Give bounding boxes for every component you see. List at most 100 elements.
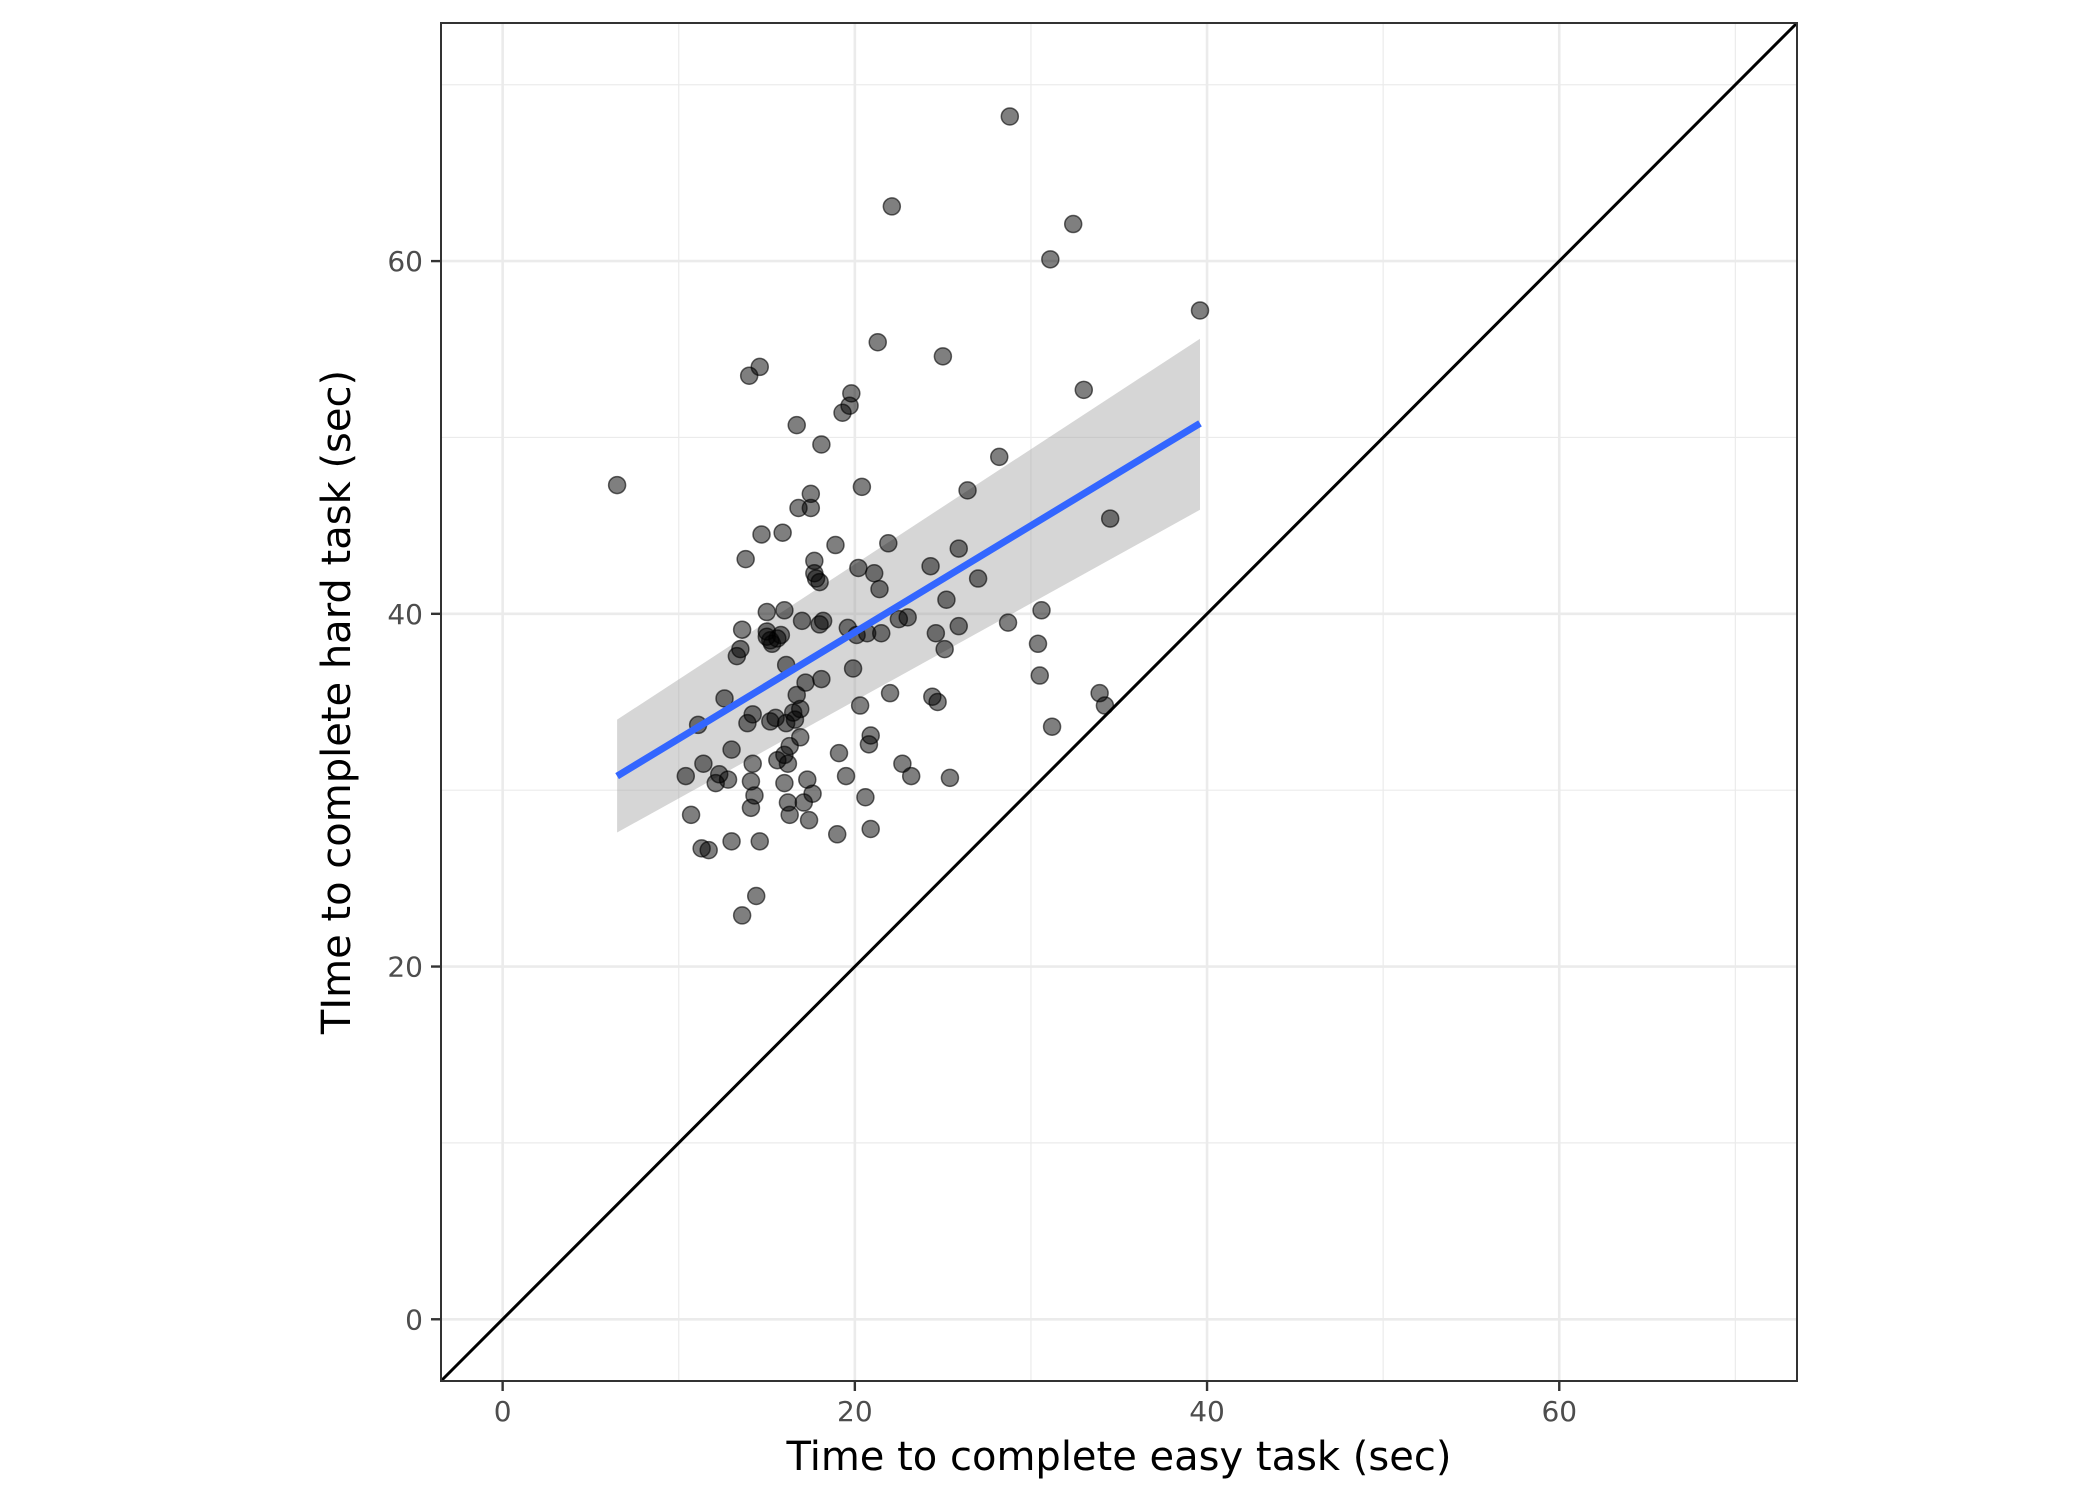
data-point xyxy=(826,535,845,555)
data-point xyxy=(836,766,856,786)
data-point xyxy=(796,673,815,692)
data-point xyxy=(780,805,799,825)
data-point xyxy=(843,659,863,678)
data-point xyxy=(1030,666,1050,685)
data-point xyxy=(879,534,898,553)
data-point xyxy=(715,689,734,708)
data-point xyxy=(928,692,947,712)
confidence-band-layer xyxy=(617,338,1201,833)
x-tick-label: 0 xyxy=(494,1395,512,1428)
data-point xyxy=(791,728,810,747)
data-point xyxy=(949,616,968,636)
data-point xyxy=(1032,601,1051,620)
major-gridlines xyxy=(441,23,1797,1381)
data-point xyxy=(732,620,752,639)
data-point xyxy=(699,840,718,860)
data-point xyxy=(812,435,831,454)
trend-line-layer xyxy=(615,420,1202,780)
data-point xyxy=(1095,696,1115,715)
data-point xyxy=(998,613,1018,632)
data-point xyxy=(732,906,752,925)
data-point xyxy=(607,475,627,495)
data-point xyxy=(872,623,891,643)
data-point xyxy=(1190,301,1210,320)
x-tick-label: 20 xyxy=(837,1395,873,1428)
data-point xyxy=(731,639,750,659)
data-point xyxy=(989,447,1009,467)
data-point xyxy=(750,832,769,851)
data-point xyxy=(1042,717,1062,736)
data-point xyxy=(792,611,812,631)
data-point xyxy=(1100,509,1120,528)
data-point xyxy=(1063,214,1083,234)
data-point xyxy=(940,768,960,788)
data-point xyxy=(750,357,769,377)
y-axis-ticks: 0 20 40 60 xyxy=(387,245,441,1336)
data-point xyxy=(694,754,713,773)
data-point xyxy=(752,525,771,544)
data-point xyxy=(827,825,847,844)
data-point xyxy=(743,705,762,724)
data-point xyxy=(775,773,794,793)
data-point xyxy=(718,770,738,789)
data-point xyxy=(937,590,956,609)
data-point xyxy=(1000,107,1020,126)
data-point xyxy=(787,415,806,435)
minor-gridlines xyxy=(441,23,1797,1381)
y-tick-label: 20 xyxy=(387,951,423,984)
data-point xyxy=(773,523,792,542)
data-point xyxy=(958,481,977,500)
data-point xyxy=(870,579,889,599)
data-point xyxy=(864,564,884,583)
data-point xyxy=(778,754,798,773)
y-tick-label: 60 xyxy=(387,245,423,278)
data-point xyxy=(861,726,880,745)
data-point xyxy=(681,805,701,825)
data-point xyxy=(968,569,988,588)
data-point xyxy=(722,740,741,759)
y-axis-title: TIme to complete hard task (sec) xyxy=(314,370,360,1035)
data-point xyxy=(949,539,968,558)
identity-reference-line xyxy=(439,21,1799,1383)
data-point xyxy=(791,699,810,719)
data-point xyxy=(775,601,794,620)
data-point xyxy=(935,639,954,659)
data-point xyxy=(829,743,849,763)
data-point xyxy=(852,477,872,497)
x-tick-label: 40 xyxy=(1189,1395,1225,1428)
data-point xyxy=(898,608,917,627)
data-point xyxy=(1041,250,1060,269)
y-tick-label: 40 xyxy=(387,598,423,631)
plot-panel-border xyxy=(440,22,1798,1382)
data-point xyxy=(849,558,868,578)
data-point xyxy=(746,886,766,906)
data-point xyxy=(882,197,902,216)
x-tick-label: 60 xyxy=(1541,1395,1577,1428)
x-axis-ticks: 0 20 40 60 xyxy=(494,1381,1577,1428)
data-point xyxy=(743,754,762,773)
data-point xyxy=(901,766,921,786)
data-point xyxy=(801,498,821,518)
data-point xyxy=(893,754,912,773)
data-point xyxy=(1028,634,1048,654)
x-axis-title: Time to complete easy task (sec) xyxy=(786,1434,1452,1480)
reference-line-layer xyxy=(439,21,1799,1383)
data-point xyxy=(803,784,822,803)
data-point xyxy=(810,572,829,592)
regression-trend-line xyxy=(615,420,1202,780)
data-point xyxy=(842,384,861,403)
data-point xyxy=(812,669,831,689)
data-point xyxy=(722,832,741,851)
data-point xyxy=(745,786,764,805)
data-point xyxy=(880,683,900,703)
data-point xyxy=(933,347,953,366)
data-point xyxy=(850,696,870,715)
data-point xyxy=(1074,380,1094,400)
points-layer xyxy=(607,107,1210,925)
data-point xyxy=(771,625,791,645)
data-point xyxy=(868,332,887,352)
data-point xyxy=(856,787,875,807)
confidence-band xyxy=(617,338,1201,833)
data-point xyxy=(799,810,819,830)
